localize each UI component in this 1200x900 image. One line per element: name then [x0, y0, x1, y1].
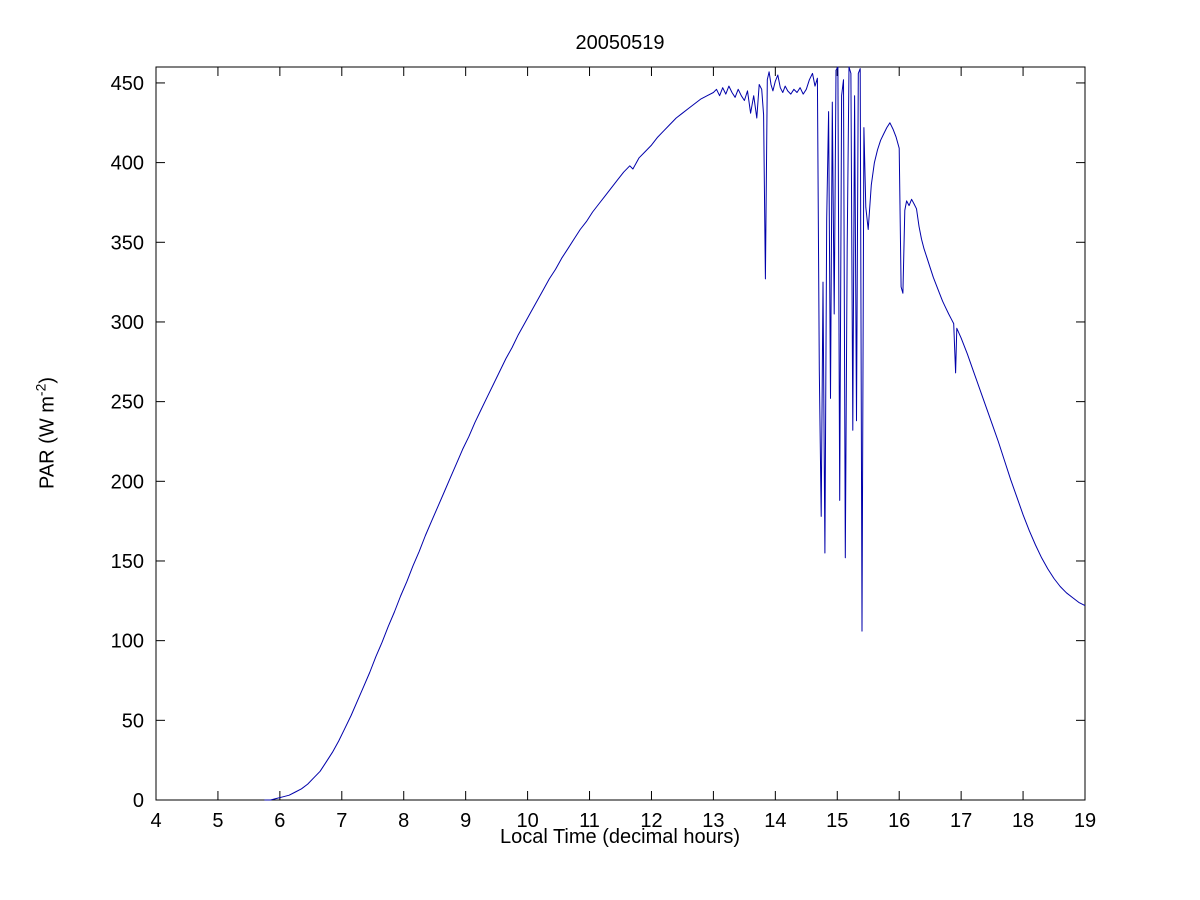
plot-box [155, 66, 1086, 801]
y-tick-label: 200 [111, 471, 144, 493]
x-tick-label: 8 [398, 810, 409, 832]
x-tick-label: 11 [579, 810, 600, 832]
x-tick-label: 10 [516, 810, 538, 832]
y-tick-label: 50 [122, 710, 144, 732]
x-axis-label: Local Time (decimal hours) [499, 826, 741, 848]
chart-title: 20050519 [575, 32, 665, 54]
x-tick-label: 14 [764, 810, 786, 832]
par-line [264, 66, 1086, 801]
x-tick-label: 15 [826, 810, 848, 832]
x-tick-label: 19 [1074, 810, 1096, 832]
y-tick-label: 100 [111, 631, 144, 653]
x-tick-label: 7 [336, 810, 347, 832]
y-tick-label: 300 [111, 312, 144, 334]
x-tick-label: 6 [274, 810, 285, 832]
x-tick-label: 16 [888, 810, 910, 832]
y-tick-label: 0 [133, 790, 144, 812]
x-tick-label: 12 [640, 810, 662, 832]
x-tick-label: 5 [212, 810, 223, 832]
x-tick-label: 13 [702, 810, 724, 832]
y-tick-label: 150 [111, 551, 144, 573]
x-tick-label: 17 [950, 810, 972, 832]
y-tick-label: 350 [111, 232, 144, 254]
x-tick-label: 18 [1012, 810, 1034, 832]
y-tick-label: 250 [111, 392, 144, 414]
y-tick-label: 450 [111, 73, 144, 95]
y-tick-label: 400 [111, 153, 144, 175]
x-tick-label: 4 [150, 810, 161, 832]
x-tick-label: 9 [460, 810, 471, 832]
